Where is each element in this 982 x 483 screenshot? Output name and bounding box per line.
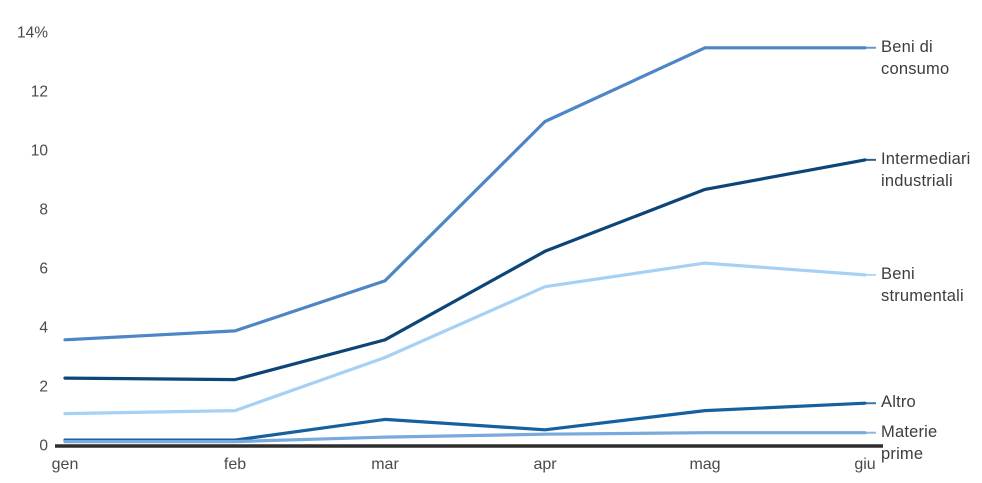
x-axis-tick-label-apr: apr [533,456,557,473]
series-end-label-line: prime [881,444,924,463]
series-end-label-materie-prime: Materie prime [881,421,937,465]
y-axis-tick-label: 2 [39,379,48,396]
x-axis-tick-label-mar: mar [371,456,399,473]
series-line-beni-strumentali [63,261,867,416]
series-end-label-line: strumentali [881,286,964,305]
series-end-label-line: Beni di [881,37,933,56]
y-axis-tick-label: 10 [31,143,49,160]
y-axis-tick-label: 6 [39,261,48,278]
y-axis-tick-label: 12 [31,84,48,101]
y-axis-tick-label: 14% [17,25,48,42]
x-axis-tick-label-giu: giu [854,456,875,473]
series-end-label-line: consumo [881,59,950,78]
x-axis-tick-label-gen: gen [52,456,79,473]
series-end-label-altro: Altro [881,391,916,413]
series-line-materie-prime [63,431,867,444]
series-end-label-beni-di-consumo: Beni di consumo [881,36,949,80]
series-end-label-beni-strumentali: Beni strumentali [881,263,964,307]
series-end-label-line: Materie [881,422,938,441]
series-line-beni-di-consumo [63,46,867,342]
series-end-label-line: Altro [881,393,916,412]
x-axis-tick-label-mag: mag [689,456,720,473]
series-end-label-line: industriali [881,171,953,190]
series-end-label-intermediari-industriali: Intermediari industriali [881,148,971,192]
series-line-intermediari-industriali [63,158,867,382]
y-axis-tick-label: 8 [39,202,48,219]
x-axis-tick-label-feb: feb [224,456,246,473]
y-axis-tick-label: 4 [39,320,48,337]
y-axis-tick-label: 0 [39,438,48,455]
series-end-label-line: Intermediari [881,149,971,168]
series-end-label-line: Beni [881,264,915,283]
